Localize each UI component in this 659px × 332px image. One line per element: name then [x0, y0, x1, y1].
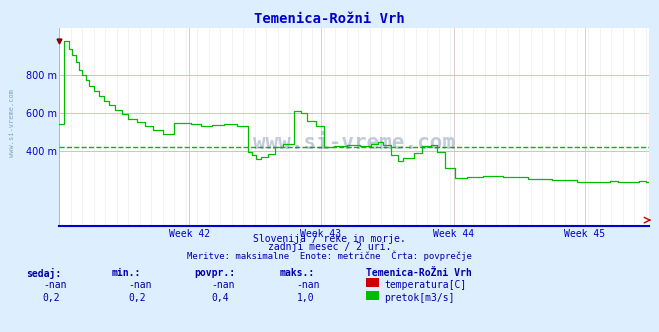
Text: 0,2: 0,2: [43, 293, 61, 303]
Text: 0,2: 0,2: [129, 293, 146, 303]
Text: -nan: -nan: [297, 280, 320, 290]
Text: Meritve: maksimalne  Enote: metrične  Črta: povprečje: Meritve: maksimalne Enote: metrične Črta…: [187, 251, 472, 261]
Text: -nan: -nan: [211, 280, 235, 290]
Text: sedaj:: sedaj:: [26, 268, 61, 279]
Text: -nan: -nan: [43, 280, 67, 290]
Text: povpr.:: povpr.:: [194, 268, 235, 278]
Text: -nan: -nan: [129, 280, 152, 290]
Text: min.:: min.:: [112, 268, 142, 278]
Text: Temenica-RoŽni Vrh: Temenica-RoŽni Vrh: [366, 268, 471, 278]
Text: temperatura[C]: temperatura[C]: [384, 280, 467, 290]
Text: zadnji mesec / 2 uri.: zadnji mesec / 2 uri.: [268, 242, 391, 252]
Text: Slovenija / reke in morje.: Slovenija / reke in morje.: [253, 234, 406, 244]
Text: 0,4: 0,4: [211, 293, 229, 303]
Text: Temenica-Rožni Vrh: Temenica-Rožni Vrh: [254, 12, 405, 26]
Text: pretok[m3/s]: pretok[m3/s]: [384, 293, 455, 303]
Text: www.si-vreme.com: www.si-vreme.com: [9, 89, 15, 157]
Text: 1,0: 1,0: [297, 293, 314, 303]
Text: maks.:: maks.:: [280, 268, 315, 278]
Text: www.si-vreme.com: www.si-vreme.com: [253, 133, 455, 153]
